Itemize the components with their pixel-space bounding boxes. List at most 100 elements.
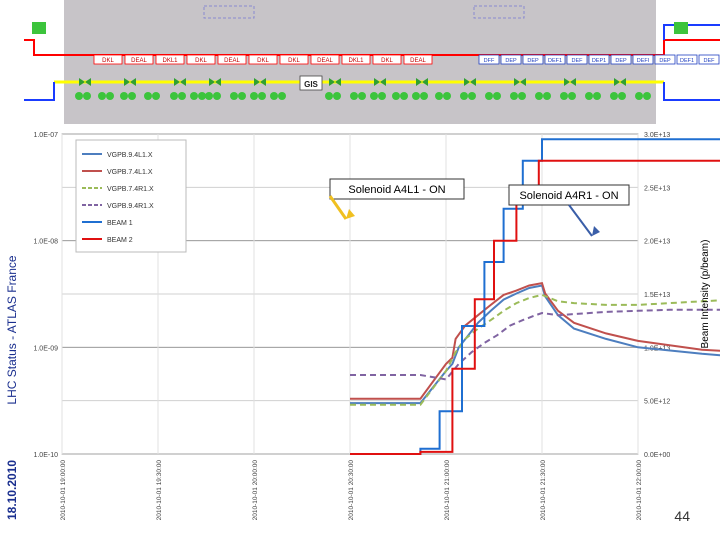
magnet-box — [522, 54, 544, 65]
annotation-box — [329, 178, 465, 200]
magnet-box — [676, 54, 698, 65]
magnet-box — [248, 54, 278, 65]
magnet-label: DEAL — [224, 58, 240, 64]
gauge-icon — [468, 92, 476, 100]
gauge-icon — [258, 92, 266, 100]
magnet-box — [478, 54, 500, 65]
accelerator-synoptic-diagram: DKL DEAL DKL1 DKL DEAL DKL DKL DEAL DKL1 DKL DEAL D… — [24, 0, 720, 124]
legend-label: VGPB.7.4R1.X — [107, 186, 154, 193]
magnet-label: DFF — [484, 58, 495, 64]
annotation-arrow-left — [328, 195, 348, 220]
arc-marker-left — [203, 5, 255, 19]
synoptic-svg: DKL DEAL DKL1 DKL DEAL DKL DKL DEAL DKL1 DKL DEAL D… — [24, 0, 720, 124]
valve-icon — [254, 78, 266, 86]
gauge-icon — [568, 92, 576, 100]
magnet-box — [544, 54, 566, 65]
series-line-vgpb-9-4l1-x — [350, 284, 720, 405]
left-tick-label: 1.0E-10 — [33, 452, 58, 459]
annotation-arrowhead-left — [346, 209, 355, 219]
valve-icon — [416, 78, 428, 86]
magnet-label: DKL — [195, 58, 207, 64]
left-tick-label: 1.0E-07 — [33, 132, 58, 139]
magnet-box — [566, 54, 588, 65]
gauge-icon — [420, 92, 428, 100]
left-tick-label: 1.0E-09 — [33, 345, 58, 352]
series-line-beam-2 — [350, 159, 720, 455]
gauge-icon — [435, 92, 443, 100]
pressure-beam-chart: 0.0E+00 5.0E+12 1.0E+13 1.5E+13 2.0E+13 2.5E+… — [24, 124, 720, 540]
right-tick-label: 5.0E+12 — [644, 399, 670, 406]
magnet-box — [341, 54, 371, 65]
gauge-icon — [400, 92, 408, 100]
gauge-icon — [610, 92, 618, 100]
beam-line-blue-top — [663, 24, 720, 40]
gauge-icon — [618, 92, 626, 100]
magnet-label: DEAL — [317, 58, 333, 64]
gauge-icon — [585, 92, 593, 100]
presentation-title: LHC Status - ATLAS France — [5, 255, 19, 405]
gauge-icon — [392, 92, 400, 100]
magnet-box — [372, 54, 402, 65]
gis-box — [299, 75, 323, 91]
page-number: 44 — [674, 508, 690, 524]
gauge-icon — [443, 92, 451, 100]
gauge-icon — [485, 92, 493, 100]
series-line-vgpb-7-4l1-x — [350, 281, 720, 400]
series-line-vgpb-7-4r1-x — [350, 293, 720, 406]
valve-icon — [124, 78, 136, 86]
left-tick-label: 1.0E-08 — [33, 239, 58, 246]
legend-box — [75, 139, 187, 253]
gauge-icon — [178, 92, 186, 100]
chart-svg: 0.0E+005.0E+121.0E+131.5E+132.0E+132.5E+… — [33, 132, 720, 521]
magnet-label: DKL — [257, 58, 269, 64]
magnet-box — [403, 54, 433, 65]
gauge-icon — [144, 92, 152, 100]
gauge-icon — [152, 92, 160, 100]
magnet-box — [588, 54, 610, 65]
magnet-box — [654, 54, 676, 65]
gauge-icon — [535, 92, 543, 100]
magnet-box — [632, 54, 654, 65]
legend: VGPB.9.4L1.X VGPB.7.4L1.X VGPB.7.4R1.X VGPB… — [75, 139, 187, 253]
gauge-icon — [170, 92, 178, 100]
annotation-arrow-right — [568, 204, 593, 237]
legend-label: VGPB.9.4R1.X — [107, 203, 154, 210]
valve-icon — [614, 78, 626, 86]
magnet-box — [217, 54, 247, 65]
annotation-arrowhead-right — [592, 226, 600, 236]
series-line-beam-1 — [350, 138, 720, 455]
magnet-label: DEF — [572, 58, 584, 64]
right-axis-label: Beam Intensity (p/beam) — [700, 240, 711, 349]
valve-icon — [374, 78, 386, 86]
beam-line-blue-right — [663, 82, 720, 101]
magnet-box — [124, 54, 154, 65]
magnet-label: DKL1 — [162, 58, 178, 64]
magnet-label: DEAL — [131, 58, 147, 64]
gauge-icon — [518, 92, 526, 100]
valve-icon — [79, 78, 91, 86]
magnet-label: DKL — [381, 58, 393, 64]
magnet-box — [186, 54, 216, 65]
magnet-label: DEP — [527, 58, 539, 64]
gauge-icon — [75, 92, 83, 100]
gauge-icon — [510, 92, 518, 100]
valve-icon — [209, 78, 221, 86]
valve-icon — [464, 78, 476, 86]
gauge-icon — [378, 92, 386, 100]
magnet-label: DEP — [505, 58, 517, 64]
magnet-box — [698, 54, 720, 65]
x-tick-label: 2010-10-01 19:00:00 — [60, 460, 67, 521]
diagram-left-panel — [24, 0, 64, 124]
magnet-box — [279, 54, 309, 65]
magnet-label: DEP — [659, 58, 671, 64]
gauge-icon — [370, 92, 378, 100]
x-tick-label: 2010-10-01 21:00:00 — [444, 460, 451, 521]
right-tick-label: 1.5E+13 — [644, 292, 670, 299]
valve-icon — [564, 78, 576, 86]
magnet-box — [310, 54, 340, 65]
gauge-icon — [635, 92, 643, 100]
gis-label: GIS — [304, 80, 318, 89]
legend-label: VGPB.9.4L1.X — [107, 152, 153, 159]
gauge-icon — [278, 92, 286, 100]
x-tick-label: 2010-10-01 19:30:00 — [156, 460, 163, 521]
